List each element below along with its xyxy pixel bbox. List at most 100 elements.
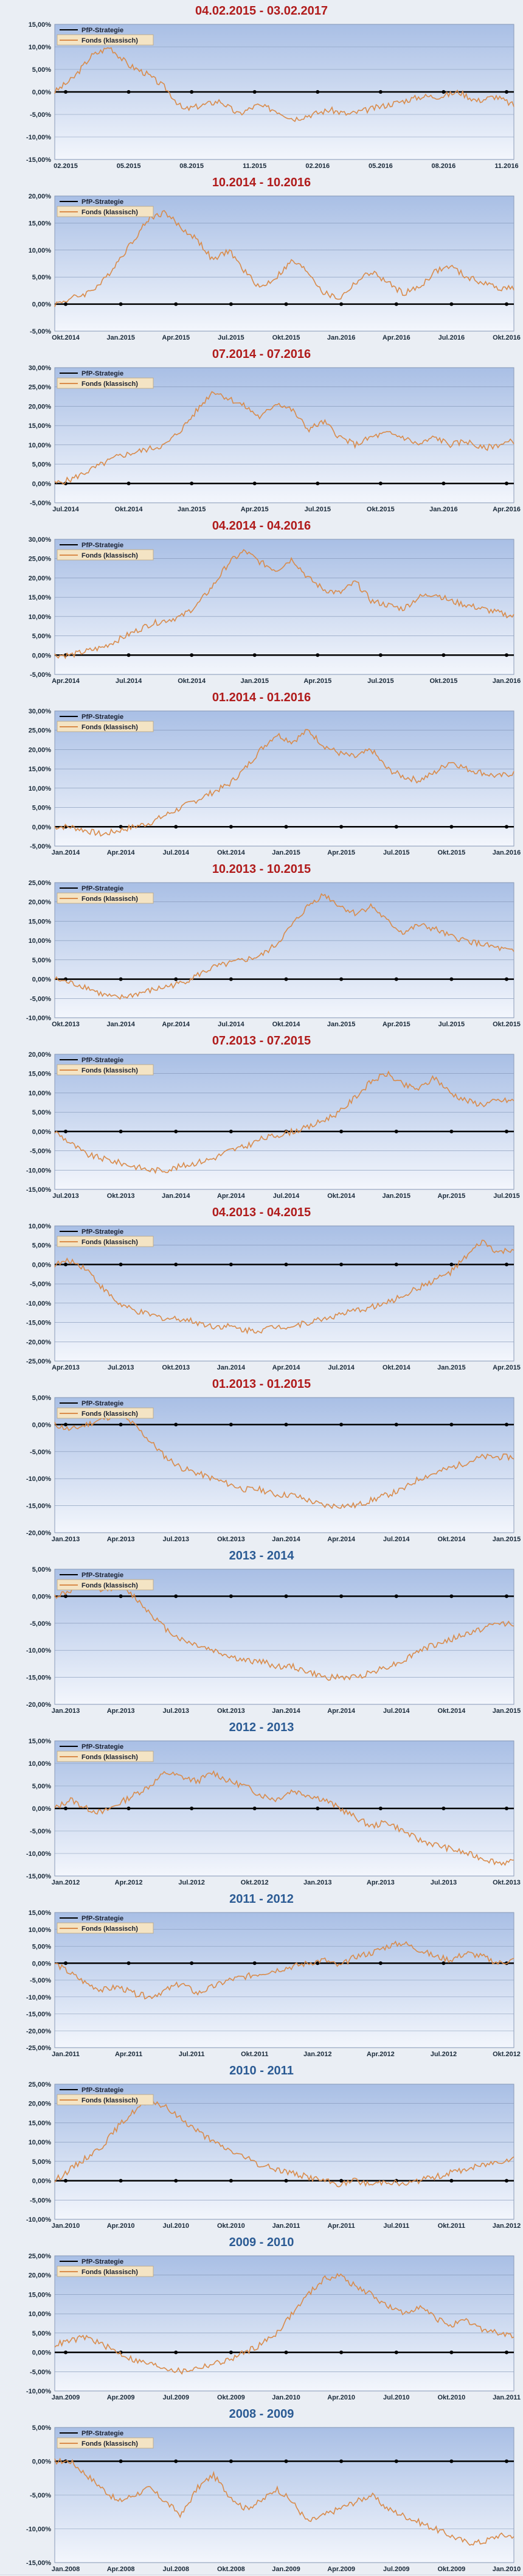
y-tick-label: -5,00% [30, 1620, 51, 1628]
legend: PfP-Strategie Fonds (klassisch) [57, 1743, 154, 1762]
legend-label-fonds: Fonds (klassisch) [81, 552, 138, 559]
chart-title: 07.2014 - 07.2016 [212, 348, 311, 361]
legend-label-fonds: Fonds (klassisch) [81, 1067, 138, 1074]
x-tick-marker [449, 1129, 454, 1133]
y-tick-label: -5,00% [30, 2492, 51, 2499]
x-tick-label: Okt.2014 [327, 1192, 356, 1200]
x-tick-label: Okt.2015 [437, 849, 465, 856]
x-tick-label: Jul.2010 [383, 2394, 409, 2401]
legend: PfP-Strategie Fonds (klassisch) [57, 27, 154, 46]
x-tick-marker [442, 90, 446, 94]
chart-svg: 2013 - 2014 5,00% 0,00% -5,00% -10,00% -15,00… [26, 1549, 521, 1715]
legend-highlight [57, 1579, 154, 1591]
legend: PfP-Strategie Fonds (klassisch) [57, 2258, 154, 2277]
x-tick-marker [449, 2459, 454, 2463]
y-tick-label: 25,00% [29, 2253, 52, 2260]
legend: PfP-Strategie Fonds (klassisch) [57, 1400, 154, 1419]
x-tick-marker [64, 481, 68, 486]
x-tick-label: Jan.2009 [52, 2394, 80, 2401]
x-tick-label: Apr.2009 [107, 2394, 135, 2401]
chart-svg: 07.2014 - 07.2016 30,00% 25,00% 20,00% 15,00… [29, 348, 521, 513]
x-tick-label: Okt.2013 [493, 1879, 521, 1886]
x-tick-label: Jul.2013 [52, 1192, 78, 1200]
x-tick-label: 11.2015 [243, 163, 266, 170]
chart-panel: 2011 - 2012 15,00% 10,00% 5,00% 0,00% -5,00% -… [0, 1888, 523, 2060]
x-tick-label: Jan.2016 [493, 849, 521, 856]
x-tick-marker [64, 2179, 68, 2183]
x-tick-marker [378, 1961, 383, 1965]
x-tick-marker [64, 1961, 68, 1965]
x-tick-label: Jan.2012 [303, 2051, 331, 2058]
x-tick-marker [190, 1807, 194, 1810]
y-tick-label: 20,00% [29, 575, 52, 582]
y-tick-label: 0,00% [32, 2350, 51, 2357]
x-tick-marker [229, 2179, 233, 2183]
x-tick-marker [64, 1594, 68, 1598]
x-tick-label: Okt.2014 [115, 506, 144, 513]
x-tick-marker [174, 1594, 178, 1598]
x-tick-marker [449, 1262, 454, 1267]
legend: PfP-Strategie Fonds (klassisch) [57, 2430, 154, 2449]
y-tick-label: 10,00% [29, 442, 52, 449]
x-tick-label: Jan.2016 [493, 677, 521, 685]
x-tick-marker [64, 302, 68, 306]
legend: PfP-Strategie Fonds (klassisch) [57, 1572, 154, 1591]
x-tick-label: 02.2015 [54, 163, 78, 170]
y-tick-label: 5,00% [32, 66, 51, 74]
legend-label-fonds: Fonds (klassisch) [81, 1582, 138, 1589]
legend: PfP-Strategie Fonds (klassisch) [57, 198, 154, 217]
y-tick-label: 5,00% [32, 274, 51, 281]
y-tick-label: 15,00% [29, 2119, 52, 2127]
y-tick-label: -10,00% [26, 2216, 51, 2224]
chart-svg: 2012 - 2013 15,00% 10,00% 5,00% 0,00% -5,00% -… [26, 1721, 521, 1886]
legend-label-strategy: PfP-Strategie [81, 542, 123, 549]
chart-title: 2013 - 2014 [229, 1549, 295, 1563]
x-tick-marker [229, 1594, 233, 1598]
y-tick-label: -10,00% [26, 1015, 51, 1022]
fonds-series-line [54, 893, 514, 1000]
x-tick-marker [284, 2179, 288, 2183]
x-tick-marker [284, 1423, 288, 1427]
x-tick-marker [394, 2350, 398, 2354]
x-tick-label: Jul.2014 [273, 1192, 300, 1200]
x-tick-label: Jul.2014 [163, 849, 190, 856]
x-tick-marker [505, 1807, 508, 1810]
y-tick-label: 15,00% [29, 1909, 52, 1917]
x-tick-label: Okt.2014 [52, 334, 80, 341]
y-tick-label: 20,00% [29, 899, 52, 906]
x-tick-marker [284, 2459, 288, 2463]
y-tick-label: -10,00% [26, 1647, 51, 1654]
chart-svg: 04.2013 - 04.2015 10,00% 5,00% 0,00% -5,00% -… [26, 1206, 521, 1371]
y-tick-label: 30,00% [29, 536, 52, 544]
y-tick-label: 20,00% [29, 746, 52, 754]
x-tick-label: Jan.2015 [178, 506, 206, 513]
y-tick-label: 20,00% [29, 403, 52, 410]
legend-label-strategy: PfP-Strategie [81, 27, 123, 34]
x-tick-marker [284, 2350, 288, 2354]
x-tick-label: Jul.2009 [383, 2566, 409, 2573]
chart-svg: 07.2013 - 07.2015 20,00% 15,00% 10,00% 5,00%… [26, 1034, 520, 1200]
x-tick-label: Apr.2014 [217, 1192, 246, 1200]
x-tick-label: 05.2015 [117, 163, 141, 170]
y-tick-label: 15,00% [29, 766, 52, 773]
y-tick-label: 0,00% [32, 824, 51, 831]
y-tick-label: 5,00% [32, 957, 51, 964]
x-tick-marker [190, 481, 194, 486]
chart-title: 04.2013 - 04.2015 [212, 1206, 311, 1219]
legend-highlight [57, 1922, 154, 1934]
y-tick-label: 25,00% [29, 556, 52, 563]
legend-highlight [57, 206, 154, 217]
x-tick-marker [64, 90, 68, 94]
chart-panel: 07.2014 - 07.2016 30,00% 25,00% 20,00% 15,00… [0, 343, 523, 516]
legend-label-fonds: Fonds (klassisch) [81, 1410, 138, 1418]
legend-highlight [57, 721, 154, 732]
x-tick-marker [442, 481, 446, 486]
x-tick-marker [174, 302, 178, 306]
chart-svg: 01.2014 - 01.2016 30,00% 25,00% 20,00% 15,00… [29, 691, 521, 856]
x-tick-marker [394, 1423, 398, 1427]
x-tick-label: Jan.2014 [272, 1707, 300, 1715]
fonds-series-line [54, 1070, 514, 1174]
y-tick-label: -10,00% [26, 1994, 51, 2001]
y-tick-label: 5,00% [32, 1783, 51, 1790]
x-tick-marker [126, 90, 131, 94]
